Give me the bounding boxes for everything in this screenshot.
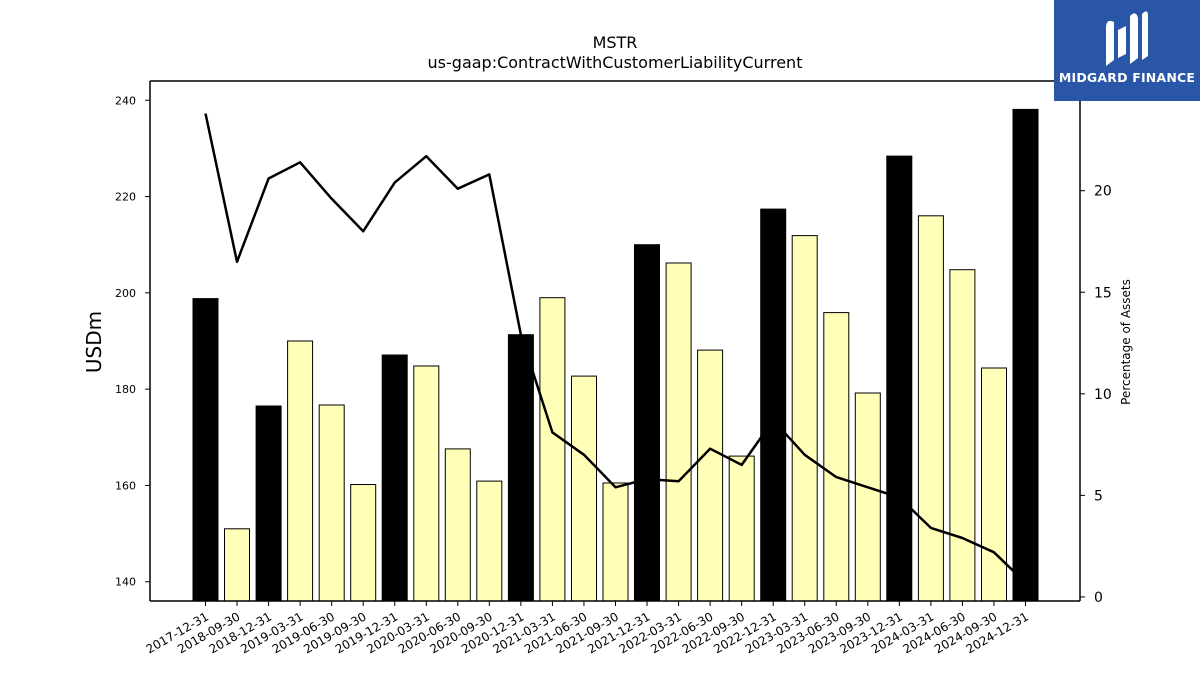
bars-group [192,108,1039,602]
bar-2019-09-30 [350,484,377,602]
y2-axis-label: Percentage of Assets [1119,279,1133,405]
bar-2022-06-30 [697,349,724,602]
y-tick-label: 140 [115,576,136,589]
y-tick-label: 200 [115,287,136,300]
y-tick-label: 220 [115,191,136,204]
bar-2023-09-30 [854,392,881,602]
bar-2024-12-31 [1012,108,1039,602]
bar-2023-12-31 [886,155,913,602]
y2-tick-label: 5 [1094,488,1103,504]
midgard-finance-logo: MIDGARD FINANCE [1054,0,1200,101]
bar-2024-06-30 [949,269,976,602]
y2-tick-label: 10 [1094,387,1112,403]
chart-subtitle: us-gaap:ContractWithCustomerLiabilityCur… [428,53,803,72]
bar-2020-06-30 [444,448,471,602]
bar-2021-06-30 [571,375,597,602]
logo-mark-icon [1106,11,1148,66]
percentage-line [204,113,1027,584]
bar-2019-03-31 [287,340,314,602]
y-tick-label: 240 [115,94,136,107]
y-tick-label: 160 [115,479,136,492]
bar-2019-12-31 [381,354,408,602]
bar-2021-12-31 [634,244,660,602]
bar-2024-09-30 [981,367,1007,602]
bar-2021-03-31 [539,297,566,602]
y2-tick-label: 15 [1094,285,1112,301]
y-tick-label: 180 [115,383,136,396]
bar-2024-03-31 [917,215,944,602]
bar-2022-03-31 [665,262,692,602]
logo-text: MIDGARD FINANCE [1058,70,1196,85]
y2-tick-label: 20 [1094,184,1112,200]
bar-2020-09-30 [476,480,503,602]
bar-2023-06-30 [823,312,850,602]
bar-2021-09-30 [602,482,629,602]
bar-2018-09-30 [224,528,250,602]
bar-2022-12-31 [760,208,787,602]
bar-2020-12-31 [507,334,534,602]
y2-tick-label: 0 [1094,590,1103,606]
line-group [204,113,1027,584]
bar-2018-12-31 [255,405,282,602]
bar-2020-03-31 [413,365,440,602]
bar-2022-09-30 [728,455,755,602]
bar-2019-06-30 [318,404,345,602]
bar-2023-03-31 [791,235,818,602]
bar-2017-12-31 [192,298,219,602]
y-axis-label: USDm [82,311,106,373]
chart-title: MSTR [593,33,638,52]
